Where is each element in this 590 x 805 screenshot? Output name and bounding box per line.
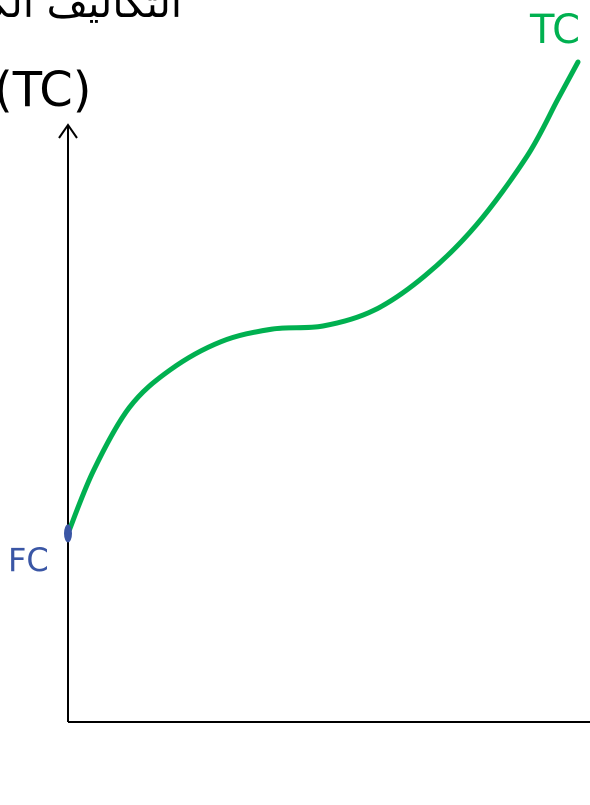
annotation-fc-label: FC: [8, 541, 49, 579]
fc-point-marker: [64, 524, 72, 543]
y-axis-label: (TC): [0, 62, 92, 118]
y-axis-arrowhead: [58, 123, 78, 139]
chart-title: التكاليف الكلية: [0, 0, 182, 24]
series-line-tc: [65, 59, 581, 536]
series-label-tc: TC: [530, 7, 581, 53]
